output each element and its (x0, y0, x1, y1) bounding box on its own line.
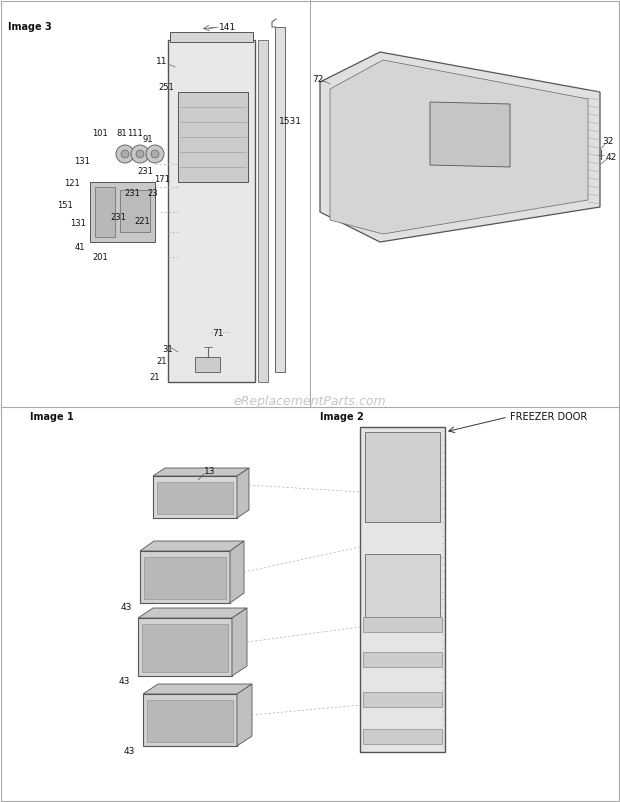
Polygon shape (95, 187, 115, 237)
Polygon shape (365, 554, 440, 617)
Text: 11: 11 (156, 58, 168, 67)
Circle shape (384, 519, 420, 555)
Polygon shape (365, 432, 440, 522)
Text: Image 1: Image 1 (30, 412, 74, 422)
Circle shape (121, 150, 129, 158)
Polygon shape (120, 190, 150, 232)
Polygon shape (275, 27, 285, 372)
Polygon shape (360, 427, 445, 752)
Text: 81: 81 (117, 129, 127, 139)
Polygon shape (363, 652, 442, 667)
Polygon shape (147, 700, 233, 742)
Text: 43: 43 (118, 677, 130, 686)
Text: 72: 72 (312, 75, 324, 83)
Polygon shape (153, 468, 249, 476)
Text: Image 2: Image 2 (320, 412, 364, 422)
Polygon shape (142, 624, 228, 672)
Polygon shape (168, 40, 255, 382)
Circle shape (101, 188, 109, 196)
Text: 231: 231 (137, 168, 153, 176)
Text: 221: 221 (134, 217, 150, 226)
Text: 131: 131 (74, 157, 90, 167)
Polygon shape (140, 541, 244, 551)
Text: 71: 71 (212, 330, 224, 338)
Circle shape (146, 145, 164, 163)
Ellipse shape (430, 95, 510, 113)
Polygon shape (330, 60, 588, 234)
Polygon shape (363, 692, 442, 707)
Polygon shape (143, 684, 252, 694)
Polygon shape (140, 551, 230, 603)
Circle shape (131, 145, 149, 163)
Text: 91: 91 (143, 136, 153, 144)
Polygon shape (232, 608, 247, 676)
Text: 21: 21 (150, 372, 160, 382)
Text: 231: 231 (124, 189, 140, 199)
Text: 41: 41 (75, 242, 86, 252)
Text: 1531: 1531 (278, 118, 301, 127)
Polygon shape (90, 182, 155, 242)
Text: 131: 131 (70, 220, 86, 229)
Circle shape (392, 527, 412, 547)
Circle shape (136, 150, 144, 158)
Text: 32: 32 (602, 137, 614, 147)
Circle shape (151, 150, 159, 158)
Text: 42: 42 (605, 152, 617, 161)
Polygon shape (363, 617, 442, 632)
Text: 121: 121 (64, 180, 80, 188)
Text: 151: 151 (57, 200, 73, 209)
Polygon shape (237, 684, 252, 746)
Text: 141: 141 (219, 22, 237, 31)
Text: 201: 201 (92, 253, 108, 261)
Polygon shape (195, 357, 220, 372)
Circle shape (101, 223, 109, 231)
Polygon shape (143, 694, 237, 746)
Polygon shape (230, 541, 244, 603)
Text: 231: 231 (110, 213, 126, 221)
Polygon shape (178, 92, 248, 182)
Text: FREEZER DOOR: FREEZER DOOR (510, 412, 587, 422)
Text: eReplacementParts.com: eReplacementParts.com (234, 395, 386, 408)
Polygon shape (258, 40, 268, 382)
Text: 43: 43 (123, 747, 135, 755)
Text: 21: 21 (157, 358, 167, 367)
Polygon shape (157, 482, 233, 514)
Polygon shape (363, 729, 442, 744)
Circle shape (126, 226, 134, 234)
Text: 101: 101 (92, 129, 108, 139)
Text: 23: 23 (148, 189, 158, 199)
Circle shape (116, 145, 134, 163)
Text: 43: 43 (121, 603, 132, 613)
Polygon shape (170, 32, 253, 42)
Text: 13: 13 (204, 468, 216, 476)
Text: Image 3: Image 3 (8, 22, 51, 32)
Polygon shape (153, 476, 237, 518)
Polygon shape (144, 557, 226, 599)
Text: 31: 31 (162, 345, 174, 354)
Circle shape (126, 190, 134, 198)
Polygon shape (138, 608, 247, 618)
Polygon shape (237, 468, 249, 518)
Polygon shape (430, 102, 510, 167)
Text: 111: 111 (127, 129, 143, 139)
Polygon shape (320, 52, 600, 242)
Text: 171: 171 (154, 176, 170, 184)
Polygon shape (138, 618, 232, 676)
Circle shape (141, 203, 149, 211)
Text: 251: 251 (158, 83, 174, 91)
